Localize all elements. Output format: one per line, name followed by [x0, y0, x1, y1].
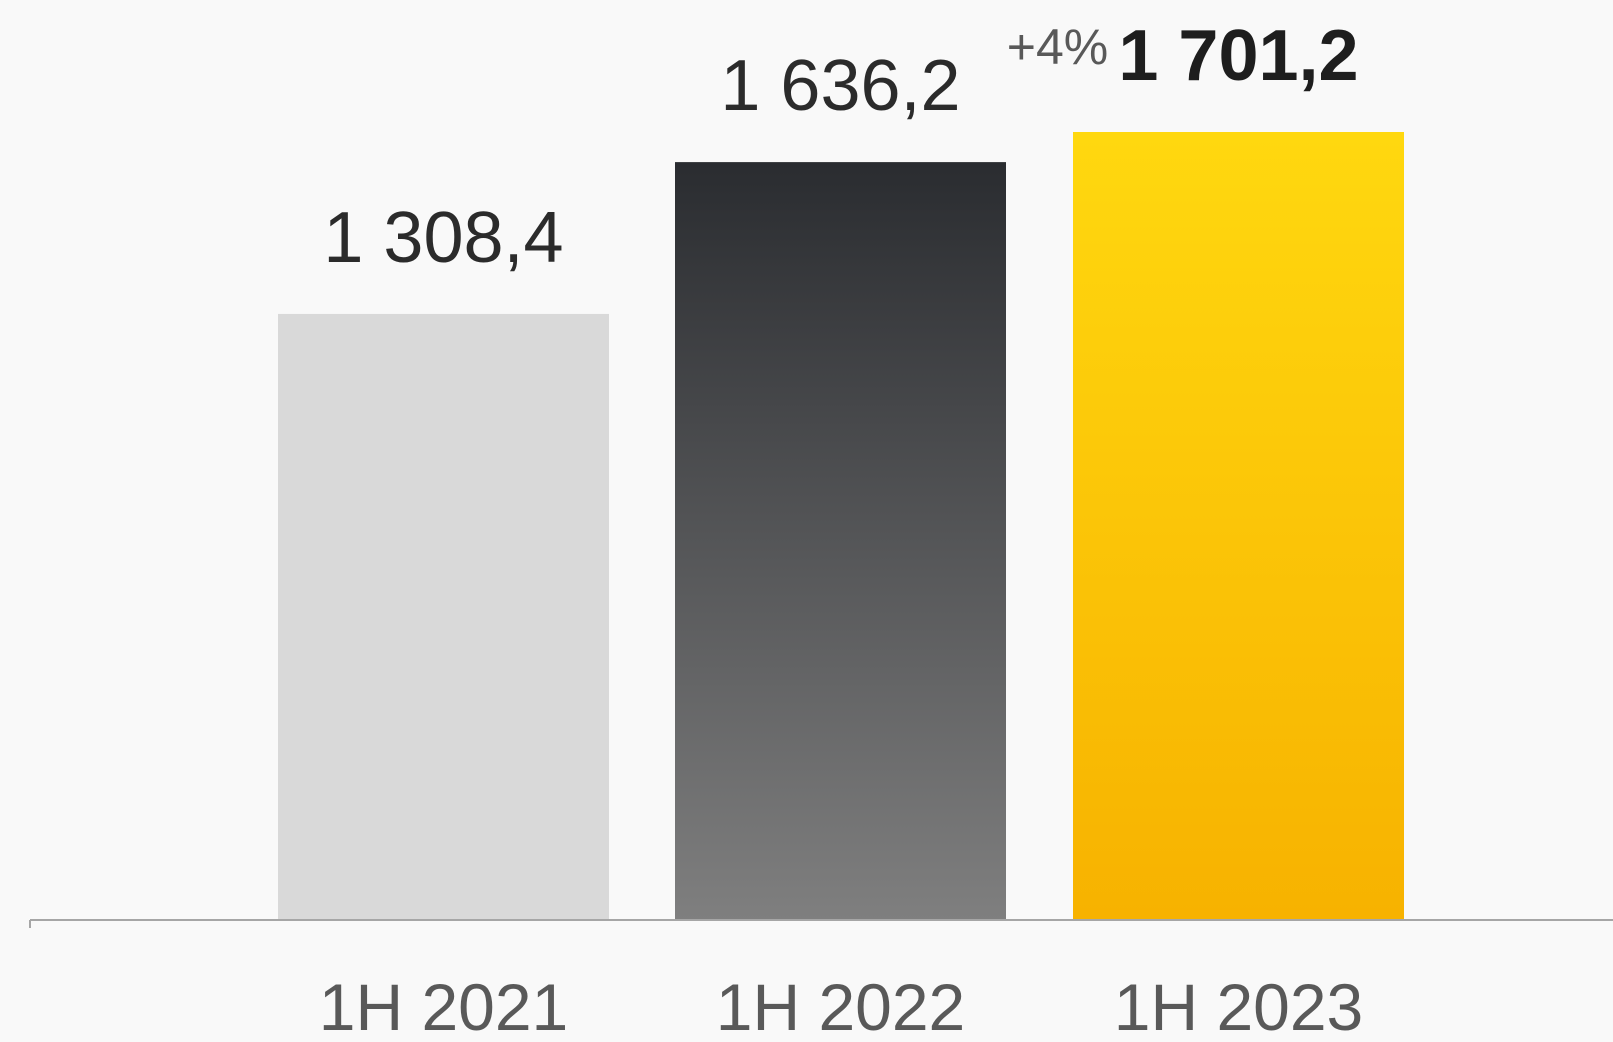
- category-label-1h-2021: 1H 2021: [319, 970, 569, 1042]
- value-label-1h-2022: 1 636,2: [720, 46, 960, 126]
- value-labels-layer: 1 308,4 1 636,2 1 701,2: [323, 16, 1358, 278]
- bars-layer: [278, 132, 1404, 920]
- annotations-layer: +4%: [1007, 19, 1108, 75]
- value-label-1h-2023: 1 701,2: [1118, 16, 1358, 96]
- value-label-1h-2021: 1 308,4: [323, 198, 563, 278]
- category-labels-layer: 1H 2021 1H 2022 1H 2023: [319, 970, 1364, 1042]
- growth-annotation: +4%: [1007, 19, 1108, 75]
- category-label-1h-2022: 1H 2022: [716, 970, 966, 1042]
- bar-1h-2022: [675, 162, 1006, 920]
- bar-1h-2021: [278, 313, 609, 920]
- bar-1h-2023: [1073, 132, 1404, 920]
- category-label-1h-2023: 1H 2023: [1114, 970, 1364, 1042]
